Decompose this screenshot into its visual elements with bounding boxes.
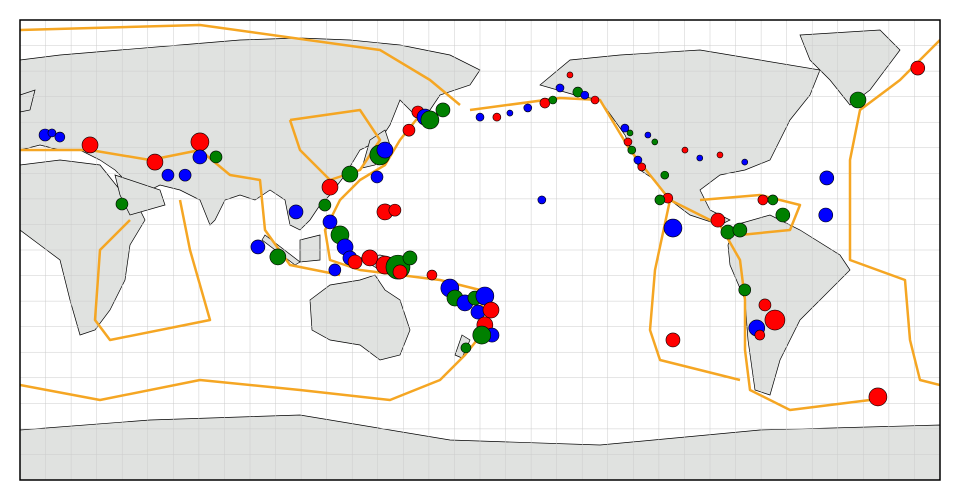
earthquake <box>627 145 637 155</box>
earthquake <box>475 112 485 122</box>
plate-boundary <box>648 199 741 382</box>
earthquake <box>322 214 338 230</box>
earthquake <box>767 194 779 206</box>
earthquake <box>654 194 666 206</box>
earthquake <box>392 264 408 280</box>
earthquake <box>402 123 416 137</box>
south-america <box>727 214 851 396</box>
earthquake <box>341 165 359 183</box>
earthquake <box>192 149 208 165</box>
earthquake <box>402 250 418 266</box>
earthquakes <box>38 60 926 407</box>
borneo <box>299 234 321 263</box>
earthquake <box>506 109 514 117</box>
earthquake <box>741 158 749 166</box>
earthquake <box>460 342 472 354</box>
earthquake <box>523 103 533 113</box>
map-frame <box>19 19 941 481</box>
earthquake <box>388 203 402 217</box>
plate-boundary <box>288 108 382 182</box>
earthquake <box>146 153 164 171</box>
earthquake <box>81 136 99 154</box>
earthquake <box>758 298 772 312</box>
plate-boundary <box>848 39 940 387</box>
earthquake <box>548 95 558 105</box>
earthquake <box>651 138 659 146</box>
earthquake <box>754 329 766 341</box>
earthquake <box>716 151 724 159</box>
earthquake <box>566 71 574 79</box>
earthquake <box>818 207 834 223</box>
earthquake <box>435 102 451 118</box>
earthquake <box>209 150 223 164</box>
plate-boundary <box>93 199 212 342</box>
earthquake <box>775 207 791 223</box>
earthquake <box>663 218 683 238</box>
earthquake <box>626 129 634 137</box>
earthquake <box>681 146 689 154</box>
plate-boundary <box>20 114 487 402</box>
earthquake <box>47 128 57 138</box>
earthquake <box>115 197 129 211</box>
earthquake <box>54 131 66 143</box>
earthquake <box>732 222 748 238</box>
earthquake <box>420 110 440 130</box>
earthquake <box>696 154 704 162</box>
earthquake <box>819 170 835 186</box>
earthquake <box>868 387 888 407</box>
earthquake <box>178 168 192 182</box>
earthquake <box>555 83 565 93</box>
earthquake <box>472 325 492 345</box>
earthquake <box>764 309 786 331</box>
earthquake <box>376 141 394 159</box>
earthquake <box>720 224 736 240</box>
earthquake <box>539 97 551 109</box>
earthquake <box>623 137 633 147</box>
earthquake <box>637 162 647 172</box>
earthquake <box>537 195 547 205</box>
earthquake <box>738 283 752 297</box>
uk <box>20 89 36 113</box>
earthquake <box>665 332 681 348</box>
earthquake <box>492 112 502 122</box>
earthquake <box>660 170 670 180</box>
earthquake <box>361 249 379 267</box>
earthquake <box>347 254 363 270</box>
earthquake <box>757 194 769 206</box>
plate-boundary <box>20 23 461 106</box>
africa <box>20 159 146 336</box>
earthquake <box>849 91 867 109</box>
earthquake <box>318 198 332 212</box>
earthquake <box>250 239 266 255</box>
plate-boundary <box>699 193 802 237</box>
earthquake <box>710 212 726 228</box>
earthquake <box>633 155 643 165</box>
earthquake <box>161 168 175 182</box>
earthquake <box>590 95 600 105</box>
earthquake <box>910 60 926 76</box>
plate-boundaries <box>20 23 940 412</box>
earthquake <box>288 204 304 220</box>
earthquake <box>370 170 384 184</box>
earthquake <box>321 178 339 196</box>
graticule <box>20 20 940 480</box>
earthquake <box>426 269 438 281</box>
earthquake <box>328 263 342 277</box>
earthquake <box>269 248 287 266</box>
earthquake <box>190 132 210 152</box>
earthquake <box>482 301 500 319</box>
earthquake <box>620 123 630 133</box>
earthquake <box>644 131 652 139</box>
australia <box>309 274 411 361</box>
earthquake <box>580 90 590 100</box>
